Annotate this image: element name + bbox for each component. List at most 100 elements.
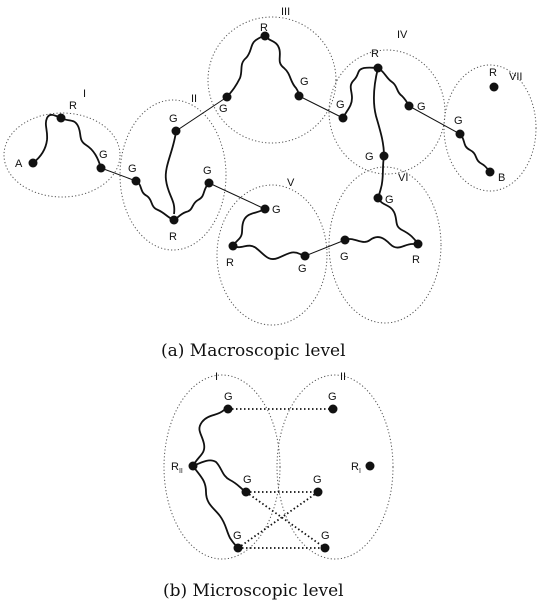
path-G-IVc-to-G-VIb [377, 155, 385, 199]
label-G-IIc: G [203, 165, 212, 177]
micro-node-R-II [188, 461, 198, 471]
micro-label-R-I-sub: I [359, 468, 361, 475]
micro-path-R-to-G5 [192, 465, 239, 549]
path-G-IIb-to-R-II [135, 180, 175, 221]
micro-label-G2: G [328, 391, 337, 403]
node-B [485, 167, 495, 177]
node-G-VII [455, 129, 465, 139]
micro-label-G3: G [243, 474, 252, 486]
micro-region-label-II: II [340, 371, 346, 383]
label-G-VIb: G [385, 194, 394, 206]
link-G-Vb-to-G-VIa [304, 239, 346, 257]
node-R-II [169, 215, 179, 225]
micro-node-G5 [233, 543, 243, 553]
path-R-I-to-G-I [60, 117, 102, 169]
micro-label-R-I: RI [351, 461, 361, 475]
micro-label-G4: G [313, 474, 322, 486]
path-A-to-R-I [32, 113, 62, 164]
label-G-IIIb: G [300, 76, 309, 88]
path-G-IIIa-to-R-III [226, 35, 266, 98]
micro-path-R-to-G1 [192, 408, 229, 467]
micro-node-G1 [223, 404, 233, 414]
label-R-VII: R [489, 67, 497, 79]
label-G-IIIa: G [219, 103, 228, 115]
micro-path-R-to-G3 [192, 459, 247, 493]
micro-label-G1: G [224, 391, 233, 403]
label-R-V: R [226, 257, 234, 269]
micro-label-G5: G [233, 530, 242, 542]
path-G-Va-to-R-V [232, 208, 266, 247]
label-G-VIa: G [340, 251, 349, 263]
path-R-III-to-G-IIIb [264, 35, 300, 97]
path-G-IVa-to-R-IV [342, 66, 379, 119]
link-G-I-to-G-IIb [100, 167, 137, 182]
label-G-I: G [99, 149, 108, 161]
node-G-Va [260, 204, 270, 214]
micro-label-R-II: RII [171, 461, 183, 475]
path-R-V-to-G-Vb [232, 244, 306, 260]
region-label-II: II [191, 93, 197, 105]
node-R-IV [373, 63, 383, 73]
label-R-I: R [69, 100, 77, 112]
link-G-IIc-to-G-Va [208, 182, 266, 210]
label-B: B [498, 172, 505, 184]
node-G-I [96, 163, 106, 173]
node-G-Vb [300, 251, 310, 261]
micro-region-I [163, 374, 281, 560]
micro-label-R-II-main: R [171, 461, 179, 473]
node-G-VIb [373, 193, 383, 203]
micro-region-II [276, 374, 394, 560]
node-G-VIa [340, 235, 350, 245]
micro-link-G3-G6 [245, 491, 326, 549]
micro-label-R-I-main: R [351, 461, 359, 473]
path-G-IIa-to-R-II [164, 130, 177, 215]
microscopic-diagram: I II G G RII G G RI G G [163, 371, 394, 560]
link-G-IIIb-to-G-IVa [298, 95, 344, 119]
region-VII [443, 64, 537, 192]
micro-node-G2 [328, 404, 338, 414]
region-V [216, 184, 328, 326]
node-G-IIIa [222, 92, 232, 102]
label-G-VII: G [454, 115, 463, 127]
label-A: A [15, 158, 23, 170]
node-G-IVc [379, 151, 389, 161]
label-R-VI: R [412, 254, 420, 266]
region-I [3, 112, 121, 198]
path-G-IIc-to-R-II [173, 182, 210, 221]
micro-node-R-I [365, 461, 375, 471]
label-G-IIa: G [169, 113, 178, 125]
node-G-IIIb [294, 91, 304, 101]
node-G-IVa [338, 113, 348, 123]
label-R-II: R [169, 231, 177, 243]
path-G-VIb-to-R-VI [377, 197, 419, 245]
label-R-IV: R [371, 48, 379, 60]
node-R-VII [489, 82, 499, 92]
node-G-IIb [131, 176, 141, 186]
path-R-IV-to-G-IVb [377, 67, 410, 107]
region-VI [328, 166, 442, 324]
region-label-V: V [287, 177, 295, 189]
label-G-IVb: G [417, 101, 426, 113]
node-G-IIc [204, 178, 214, 188]
micro-label-R-II-sub: II [179, 468, 183, 475]
macroscopic-diagram: I II III IV V VI VII [3, 6, 537, 326]
path-G-VIa-to-R-VI [344, 236, 418, 249]
label-G-Va: G [272, 204, 281, 216]
caption-macroscopic: (a) Macroscopic level [161, 341, 346, 361]
link-G-IVb-to-G-VII [408, 105, 461, 135]
micro-node-G3 [241, 487, 251, 497]
micro-node-G6 [320, 543, 330, 553]
node-R-V [228, 241, 238, 251]
node-G-IIa [171, 126, 181, 136]
micro-label-G6: G [321, 530, 330, 542]
link-G-IIa-to-G-IIIa [175, 96, 228, 132]
node-R-III [260, 31, 270, 41]
region-label-III: III [281, 6, 290, 18]
micro-link-G5-G4 [237, 491, 319, 549]
region-label-I: I [83, 88, 86, 100]
node-R-I [56, 113, 66, 123]
region-II [119, 99, 227, 251]
label-G-IVc: G [365, 151, 374, 163]
label-G-IVa: G [336, 99, 345, 111]
